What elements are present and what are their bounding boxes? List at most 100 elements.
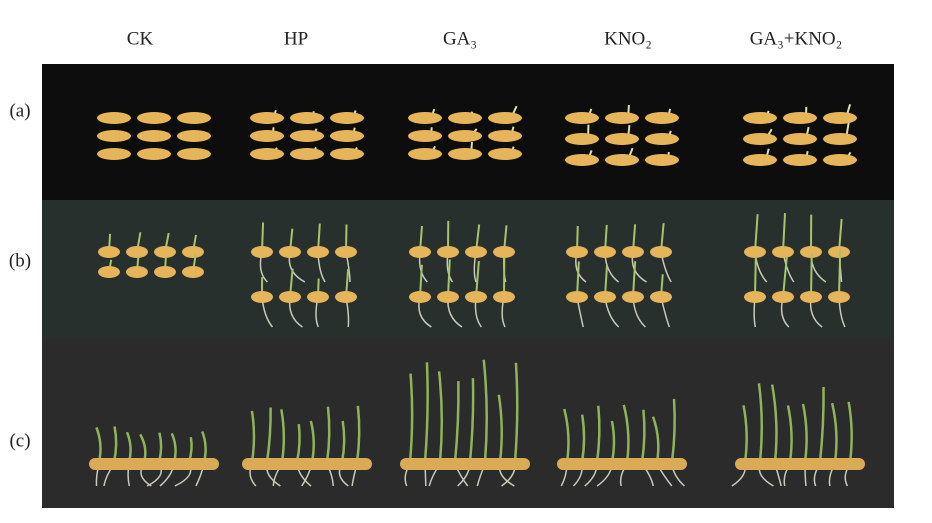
seed (743, 133, 777, 145)
seed (251, 291, 273, 303)
seed (743, 112, 777, 124)
seed (98, 246, 120, 258)
seed (437, 291, 459, 303)
seed (330, 112, 364, 124)
seed (250, 148, 284, 160)
seed (250, 130, 284, 142)
seed (565, 133, 599, 145)
seed (465, 291, 487, 303)
seed (823, 154, 857, 166)
seed (154, 266, 176, 278)
seed (290, 130, 324, 142)
shoot (811, 254, 812, 297)
row-label: (a) (9, 100, 30, 121)
seed (622, 246, 644, 258)
seed (645, 133, 679, 145)
seed (97, 148, 131, 160)
seed (408, 130, 442, 142)
seed (448, 112, 482, 124)
seed (126, 246, 148, 258)
seed (330, 148, 364, 160)
seed (335, 291, 357, 303)
seed-row (400, 458, 530, 470)
seed (448, 130, 482, 142)
seed (408, 112, 442, 124)
seed-row (735, 458, 865, 470)
seed (594, 291, 616, 303)
seed (772, 246, 794, 258)
seed (645, 154, 679, 166)
seed (137, 112, 171, 124)
seed (645, 112, 679, 124)
row-label: (c) (9, 430, 30, 451)
seed (126, 266, 148, 278)
seed (98, 266, 120, 278)
seed (605, 154, 639, 166)
seed (744, 291, 766, 303)
seed (743, 154, 777, 166)
seed (488, 148, 522, 160)
seed (250, 112, 284, 124)
seed (605, 112, 639, 124)
column-label: GA₃ (443, 28, 477, 49)
seed (279, 246, 301, 258)
seed (783, 154, 817, 166)
seed (137, 148, 171, 160)
seed (622, 291, 644, 303)
shoot (755, 256, 756, 297)
seed (650, 291, 672, 303)
seed (177, 130, 211, 142)
seed (465, 246, 487, 258)
seed (409, 246, 431, 258)
seed (566, 291, 588, 303)
seed-row (242, 458, 372, 470)
panel-row-c (42, 338, 894, 508)
seed (290, 148, 324, 160)
shoot (839, 249, 840, 297)
seed (290, 112, 324, 124)
seed (493, 246, 515, 258)
seed (137, 130, 171, 142)
seed (251, 246, 273, 258)
seed (409, 291, 431, 303)
seed (744, 246, 766, 258)
seed (97, 130, 131, 142)
seed (307, 291, 329, 303)
seed (488, 112, 522, 124)
seed (650, 246, 672, 258)
seed (408, 148, 442, 160)
column-label: KNO₂ (604, 28, 652, 49)
seed (800, 291, 822, 303)
seed (823, 133, 857, 145)
seed (448, 148, 482, 160)
seed (335, 246, 357, 258)
row-label: (b) (9, 250, 31, 271)
seed (565, 154, 599, 166)
seed (307, 246, 329, 258)
seed (154, 246, 176, 258)
seed-row (89, 458, 219, 470)
seed (182, 246, 204, 258)
column-label: GA₃+KNO₂ (750, 28, 843, 49)
seed (330, 130, 364, 142)
seed (783, 112, 817, 124)
seed (565, 112, 599, 124)
seed (783, 133, 817, 145)
seed (823, 112, 857, 124)
seed (279, 291, 301, 303)
seed (828, 246, 850, 258)
seed (182, 266, 204, 278)
seed (828, 291, 850, 303)
seed (566, 246, 588, 258)
seed (605, 133, 639, 145)
seed (437, 246, 459, 258)
seed (177, 148, 211, 160)
seed (594, 246, 616, 258)
seed (488, 130, 522, 142)
seed-row (557, 458, 687, 470)
seed (177, 112, 211, 124)
seed (97, 112, 131, 124)
seed (772, 291, 794, 303)
seed (493, 291, 515, 303)
